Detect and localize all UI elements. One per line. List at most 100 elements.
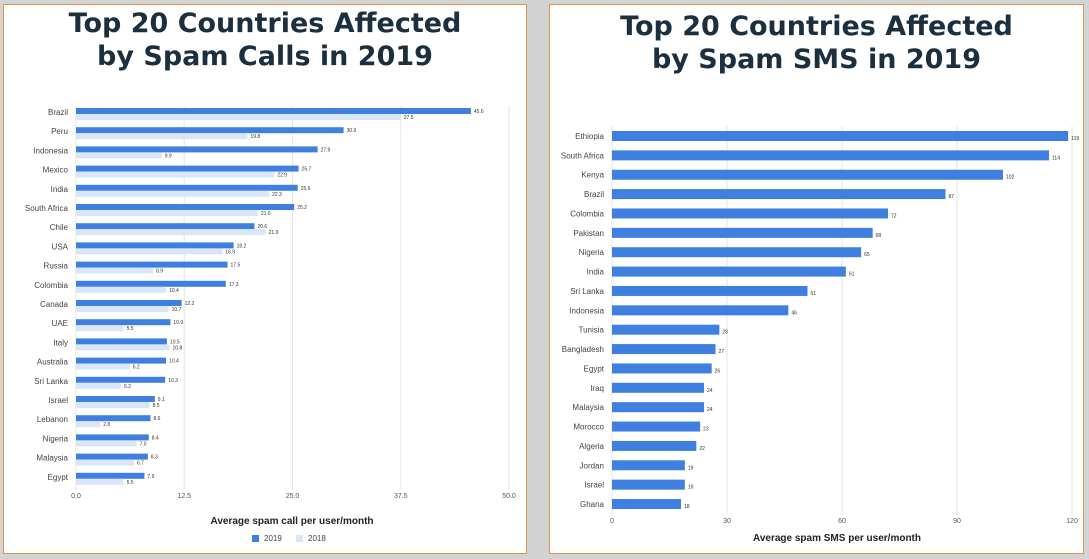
- data-label: 87: [949, 194, 955, 200]
- category-label: Morocco: [573, 423, 604, 432]
- bar-2019: [76, 453, 148, 460]
- data-label: 7.9: [147, 474, 154, 480]
- bar-2018: [76, 248, 223, 255]
- bar-2019: [76, 108, 471, 114]
- bar-2019: [76, 472, 145, 479]
- category-label: Nigeria: [43, 434, 69, 443]
- x-tick-label: 60: [838, 518, 846, 525]
- data-label: 19: [688, 485, 694, 491]
- category-label: Russia: [44, 262, 69, 271]
- spam-calls-title-line-1: Top 20 Countries Affected: [68, 8, 462, 39]
- data-label: 61: [849, 272, 855, 278]
- bar-value: [612, 324, 720, 335]
- category-label: Malaysia: [572, 403, 604, 412]
- bar-value: [612, 479, 685, 490]
- x-axis-title: Average spam call per user/month: [210, 516, 373, 527]
- spam-calls-bar-chart: 0.0 12.5 25.0 37.5 50.0 Brazil 45.6 37.5 Peru 30.…: [25, 106, 516, 543]
- bar-value: [612, 344, 716, 355]
- data-label: 8.6: [153, 416, 160, 422]
- bar-2019: [76, 300, 182, 306]
- bar-value: [612, 499, 681, 510]
- data-label: 65: [864, 252, 870, 258]
- bar-2018: [76, 152, 162, 159]
- bar-2019: [76, 204, 295, 210]
- data-label: 25.2: [297, 205, 307, 211]
- bar-value: [612, 131, 1069, 141]
- x-tick-label: 50.0: [502, 493, 516, 500]
- bar-2018: [76, 344, 170, 351]
- data-label: 17.3: [229, 282, 239, 288]
- x-tick-label: 0: [610, 518, 614, 525]
- legend-swatch-2018: [296, 535, 303, 542]
- data-label: 22.9: [277, 173, 287, 179]
- data-label: 25.6: [301, 186, 311, 192]
- data-label: 25.7: [302, 167, 312, 173]
- legend-label-2019: 2019: [264, 534, 282, 543]
- data-label: 6.2: [133, 365, 140, 371]
- data-label: 10.8: [173, 345, 183, 351]
- category-label: Indonesia: [33, 146, 68, 155]
- data-label: 45.6: [474, 109, 484, 115]
- data-label: 119: [1071, 136, 1079, 142]
- bar-2019: [76, 396, 155, 402]
- category-label: Brazil: [584, 190, 604, 199]
- data-label: 18: [684, 504, 690, 510]
- data-label: 27: [719, 349, 725, 355]
- data-label: 10.4: [169, 359, 179, 365]
- category-label: Sri Lanka: [34, 377, 68, 386]
- data-label: 37.5: [404, 115, 414, 121]
- bar-2018: [76, 402, 150, 408]
- category-label: Kenya: [581, 171, 604, 180]
- x-tick-label: 37.5: [394, 493, 408, 500]
- bar-2018: [76, 171, 275, 178]
- bar-2019: [76, 261, 228, 268]
- bar-2018: [76, 478, 124, 485]
- data-label: 102: [1006, 175, 1015, 181]
- data-label: 28: [722, 330, 728, 336]
- data-label: 114: [1052, 155, 1060, 161]
- data-label: 17.5: [231, 263, 241, 269]
- category-label: Sri Lanka: [570, 287, 604, 296]
- category-label: UAE: [52, 319, 68, 328]
- data-label: 24: [707, 407, 713, 413]
- data-label: 8.4: [152, 435, 159, 441]
- bar-2018: [76, 267, 154, 274]
- bar-value: [612, 169, 1003, 180]
- bar-2018: [76, 382, 122, 389]
- category-label: South Africa: [561, 151, 605, 160]
- category-label: Jordan: [580, 461, 604, 470]
- bar-value: [612, 421, 701, 432]
- bar-2019: [76, 338, 167, 345]
- category-label: Italy: [53, 338, 68, 347]
- x-tick-label: 12.5: [177, 493, 191, 500]
- bar-2018: [76, 190, 270, 197]
- data-label: 30.9: [347, 128, 357, 134]
- category-label: Peru: [51, 127, 68, 136]
- category-label: India: [587, 268, 605, 277]
- category-label: Pakistan: [573, 229, 604, 238]
- data-label: 24: [707, 388, 713, 394]
- bar-value: [612, 382, 704, 393]
- bar-2019: [76, 184, 298, 191]
- data-label: 22.3: [272, 192, 282, 198]
- bar-2018: [76, 114, 401, 120]
- bar-2018: [76, 325, 124, 332]
- data-label: 8.9: [156, 269, 163, 275]
- category-label: Algeria: [579, 442, 604, 451]
- spam-sms-title-line-2: by Spam SMS in 2019: [651, 44, 982, 75]
- data-label: 21.0: [261, 211, 271, 217]
- data-label: 10.5: [170, 339, 180, 345]
- bar-2018: [76, 306, 169, 312]
- bar-2019: [76, 357, 167, 364]
- category-label: USA: [52, 242, 69, 251]
- data-label: 8.3: [151, 455, 158, 461]
- data-label: 6.7: [137, 461, 144, 467]
- category-label: Israel: [48, 396, 68, 405]
- category-label: Iraq: [590, 384, 604, 393]
- bar-value: [612, 208, 888, 219]
- spam-sms-chart-title: Top 20 Countries Affected by Spam SMS in…: [550, 10, 1083, 76]
- data-label: 18.2: [237, 243, 247, 249]
- legend-swatch-2019: [252, 535, 259, 542]
- data-label: 26: [715, 368, 721, 374]
- category-label: Nigeria: [579, 248, 605, 257]
